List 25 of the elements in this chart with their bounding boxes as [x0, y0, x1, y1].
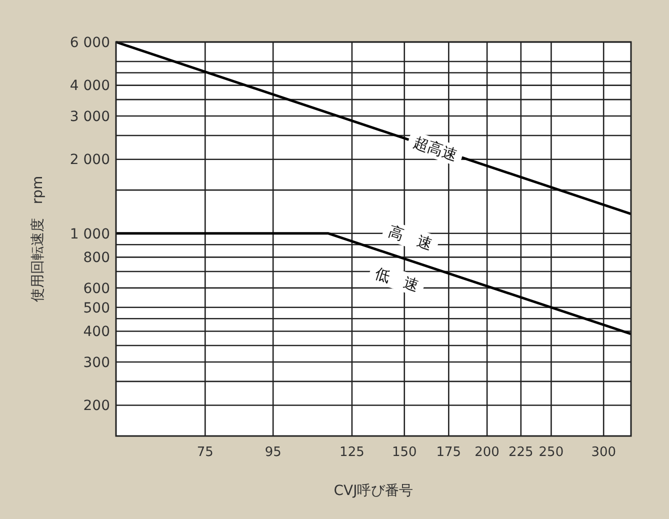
x-axis-title: CVJ呼び番号	[334, 483, 414, 499]
x-tick-label: 225	[508, 445, 534, 460]
y-tick-label: 800	[83, 250, 110, 266]
x-tick-label: 75	[196, 445, 214, 460]
x-tick-label: 125	[340, 445, 364, 460]
y-tick-label: 3 000	[70, 108, 110, 125]
y-tick-label: 600	[83, 280, 110, 297]
x-tick-label: 95	[264, 445, 282, 460]
y-tick-label: 2 000	[70, 152, 110, 168]
x-tick-label: 300	[591, 445, 616, 460]
text: 超高速	[411, 133, 460, 164]
annotation: 低 速	[372, 264, 421, 296]
y-tick-label: 1 000	[70, 226, 110, 242]
x-tick-label: 250	[538, 445, 564, 460]
annotation: 高 速	[386, 222, 435, 254]
y-axis-title: 使用回転速度 rpm	[30, 176, 46, 302]
y-tick-label: 300	[83, 354, 110, 371]
y-tick-label: 400	[83, 324, 110, 340]
x-tick-label: 200	[474, 445, 500, 460]
x-tick-label: 175	[436, 445, 462, 460]
y-tick-label: 200	[83, 398, 110, 414]
y-tick-label: 500	[83, 300, 110, 316]
x-tick-label: 150	[392, 445, 417, 460]
y-tick-label: 4 000	[70, 78, 110, 94]
y-tick-label: 6 000	[70, 34, 110, 51]
